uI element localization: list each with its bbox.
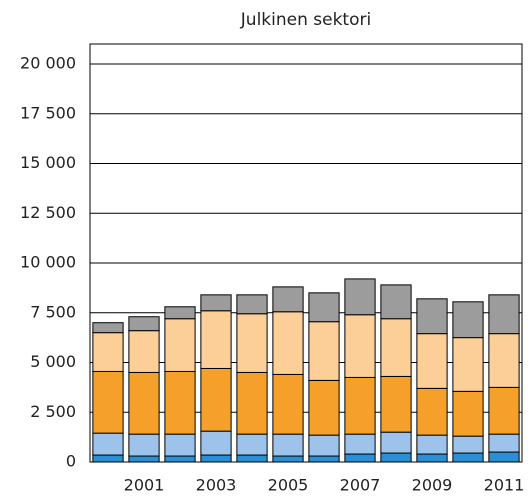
bar-segment [308, 321, 340, 381]
bar-segment [272, 433, 304, 457]
bar-segment [308, 455, 340, 463]
bar-segment [344, 433, 376, 455]
bar-segment [308, 434, 340, 457]
bar-segment [272, 286, 304, 313]
bar-segment [308, 292, 340, 323]
y-tick-label: 12 500 [20, 203, 76, 222]
bar-segment [452, 301, 484, 339]
bar-segment [236, 313, 268, 373]
chart-title: Julkinen sektori [240, 10, 371, 30]
y-tick-label: 5 000 [30, 352, 76, 371]
bar-segment [164, 433, 196, 457]
bar-segment [452, 435, 484, 454]
bar-segment [164, 318, 196, 372]
bar-segment [200, 294, 232, 312]
bar-segment [236, 371, 268, 435]
bar-segment [488, 294, 520, 335]
y-tick-label: 20 000 [20, 54, 76, 73]
bar-segment [164, 306, 196, 320]
x-tick-label: 2001 [124, 476, 165, 495]
bar-segment [272, 455, 304, 463]
bar-segment [488, 386, 520, 435]
bar-segment [200, 430, 232, 456]
bar-segment [488, 333, 520, 388]
bar-segment [380, 375, 412, 433]
y-tick-label: 0 [66, 452, 76, 471]
bar-segment [164, 455, 196, 463]
bar-segment [92, 370, 124, 434]
bar-segment [488, 433, 520, 453]
bar-segment [380, 284, 412, 320]
bar-segment [128, 433, 160, 457]
bar-segment [92, 332, 124, 372]
bar-segment [92, 454, 124, 463]
y-tick-label: 15 000 [20, 153, 76, 172]
x-tick-label: 2011 [484, 476, 525, 495]
bar-segment [452, 337, 484, 392]
bar-segment [416, 453, 448, 463]
x-tick-label: 2009 [412, 476, 453, 495]
bar-segment [128, 371, 160, 435]
bar-segment [344, 453, 376, 463]
bar-segment [380, 452, 412, 463]
bar-segment [128, 330, 160, 373]
bar-segment [236, 294, 268, 315]
x-tick-label: 2003 [196, 476, 237, 495]
bar-segment [416, 298, 448, 335]
bar-segment [128, 455, 160, 463]
bar-segment [236, 433, 268, 456]
bar-segment [488, 451, 520, 463]
bar-segment [452, 390, 484, 437]
bar-segment [92, 322, 124, 334]
bar-segment [380, 431, 412, 454]
x-tick-label: 2007 [340, 476, 381, 495]
bar-segment [416, 333, 448, 389]
bar-segment [272, 373, 304, 435]
bar-segment [200, 310, 232, 369]
bar-segment [380, 318, 412, 377]
y-tick-label: 7 500 [30, 302, 76, 321]
y-tick-label: 2 500 [30, 402, 76, 421]
y-tick-label: 10 000 [20, 253, 76, 272]
bar-segment [92, 432, 124, 456]
bar-segment [272, 311, 304, 375]
bar-segment [164, 370, 196, 435]
bar-segment [416, 434, 448, 455]
y-tick-label: 17 500 [20, 103, 76, 122]
bar-segment [308, 379, 340, 436]
bar-segment [128, 316, 160, 332]
bar-segment [200, 367, 232, 432]
bar-segment [344, 314, 376, 378]
bar-segment [200, 454, 232, 463]
bar-segment [236, 454, 268, 463]
bar-segment [344, 278, 376, 316]
bar-segment [344, 376, 376, 435]
bar-segment [452, 452, 484, 463]
bar-segment [416, 387, 448, 436]
x-tick-label: 2005 [268, 476, 309, 495]
